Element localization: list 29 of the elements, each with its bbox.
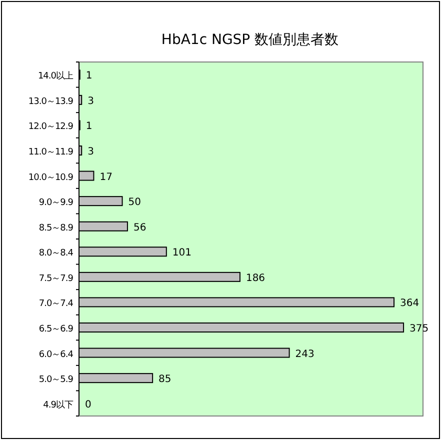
data-label: 243 [295, 348, 314, 360]
title: HbA1c NGSP 数値別患者数 [161, 32, 339, 48]
data-label: 3 [88, 146, 94, 158]
y-tick-label: 5.0～5.9 [38, 375, 74, 386]
data-label: 364 [400, 298, 420, 310]
data-label: 186 [246, 272, 266, 284]
data-label: 101 [172, 248, 192, 259]
y-tick-label: 11.0～11.9 [28, 148, 74, 158]
y-tick-label: 14.0以上 [38, 70, 74, 82]
y-tick-label: 13.0～13.9 [28, 96, 74, 107]
y-tick-label: 10.0～10.9 [28, 172, 74, 183]
data-label: 0 [85, 399, 92, 410]
data-label: 85 [158, 374, 172, 386]
y-tick-label: 8.0～8.4 [38, 248, 74, 259]
y-tick-label: 7.5～7.9 [38, 274, 74, 284]
y-tick-label: 9.0～9.9 [38, 198, 74, 208]
y-tick-label: 7.0～7.4 [38, 299, 74, 310]
y-tick-label: 8.5～8.9 [38, 223, 74, 234]
data-label: 3 [88, 96, 94, 107]
y-tick-label: 6.0～6.4 [38, 350, 74, 360]
data-label: 50 [128, 197, 142, 208]
data-label: 375 [410, 324, 429, 334]
data-label: 1 [86, 121, 92, 132]
y-tick-label: 4.9以下 [43, 399, 74, 410]
y-tick-label: 12.0～12.9 [28, 122, 74, 132]
data-label: 56 [133, 222, 146, 234]
data-label: 1 [86, 70, 92, 82]
data-label: 17 [100, 172, 112, 183]
y-tick-label: 6.5～6.9 [38, 324, 74, 334]
